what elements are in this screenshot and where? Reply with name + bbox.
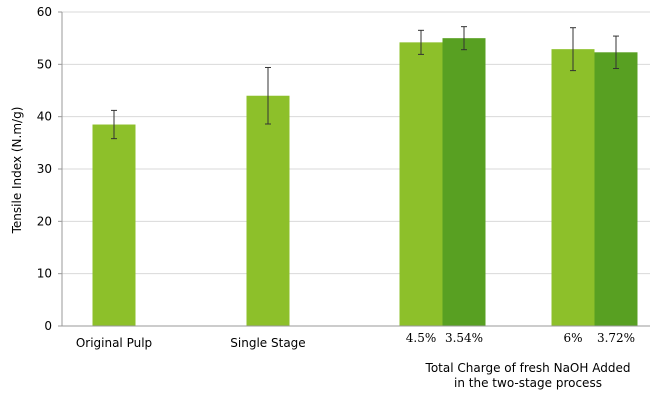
- annotation-line-1: Total Charge of fresh NaOH Added: [425, 361, 631, 375]
- y-tick-label: 40: [37, 110, 52, 124]
- y-tick-label: 20: [37, 214, 52, 228]
- x-category-label: 3.72%: [597, 331, 635, 345]
- bars: [92, 38, 638, 327]
- axes: [61, 12, 650, 327]
- y-axis-label: Tensile Index (N.m/g): [10, 107, 24, 235]
- bar: [92, 124, 136, 327]
- error-bars: [111, 26, 619, 140]
- x-category-label: Single Stage: [230, 336, 305, 350]
- bar: [399, 42, 443, 326]
- y-tick-label: 0: [44, 319, 52, 333]
- y-tick-label: 30: [37, 162, 52, 176]
- x-category-label: 3.54%: [445, 331, 483, 345]
- bar: [246, 95, 290, 326]
- x-category-label: 6%: [563, 331, 582, 345]
- y-tick-labels: 0 10 20 30 40 50 60: [37, 5, 52, 333]
- x-category-label: 4.5%: [406, 331, 437, 345]
- y-tick-label: 10: [37, 267, 52, 281]
- bar: [594, 52, 638, 327]
- y-tick-label: 60: [37, 5, 52, 19]
- bar: [442, 38, 486, 327]
- bar: [551, 49, 595, 326]
- annotation-line-2: in the two-stage process: [454, 376, 602, 390]
- y-tick-label: 50: [37, 57, 52, 71]
- x-category-label: Original Pulp: [76, 336, 152, 350]
- x-category-labels: Original Pulp Single Stage 4.5% 3.54% 6% 3.72…: [76, 331, 635, 350]
